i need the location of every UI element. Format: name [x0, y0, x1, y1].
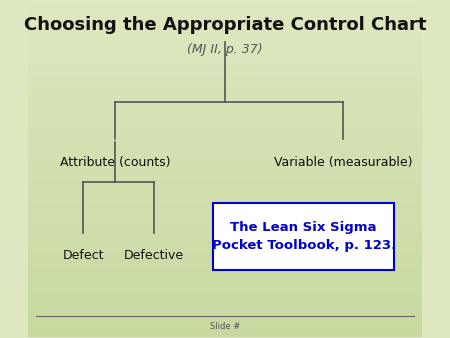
Text: (MJ II, p. 37): (MJ II, p. 37) — [187, 44, 263, 56]
Text: The Lean Six Sigma
Pocket Toolbook, p. 123.: The Lean Six Sigma Pocket Toolbook, p. 1… — [212, 220, 396, 251]
Text: Slide #: Slide # — [210, 322, 240, 331]
Text: Choosing the Appropriate Control Chart: Choosing the Appropriate Control Chart — [24, 16, 426, 34]
Text: Defective: Defective — [124, 249, 184, 262]
Text: Variable (measurable): Variable (measurable) — [274, 155, 412, 169]
Text: Defect: Defect — [63, 249, 104, 262]
FancyBboxPatch shape — [213, 202, 394, 270]
Text: Attribute (counts): Attribute (counts) — [59, 155, 170, 169]
